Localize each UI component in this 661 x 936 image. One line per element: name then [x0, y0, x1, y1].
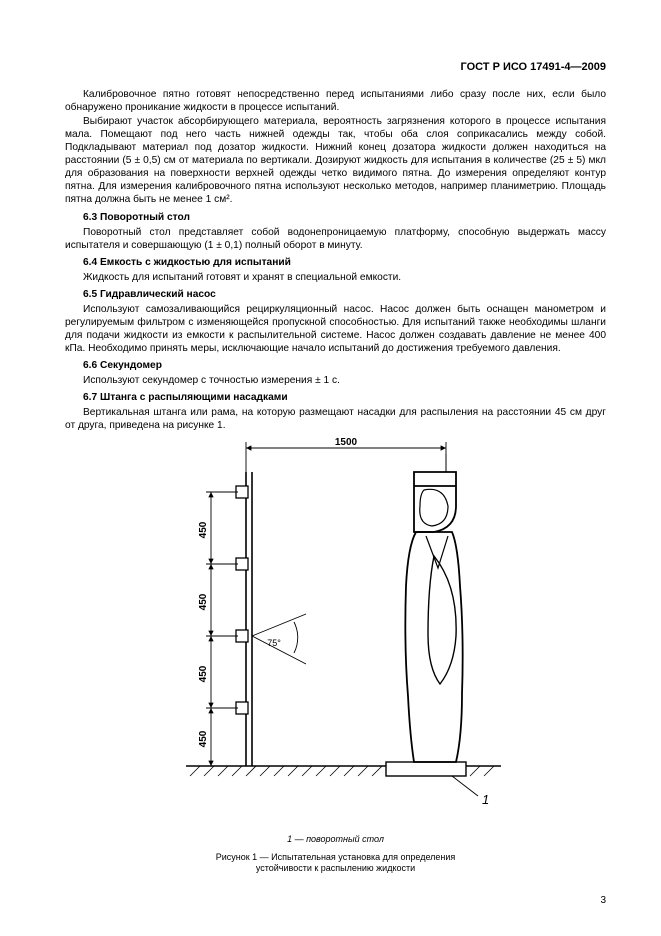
paragraph: Выбирают участок абсорбирующего материал…	[65, 115, 606, 206]
dim-450: 450	[198, 593, 209, 610]
document-page: ГОСТ Р ИСО 17491-4—2009 Калибровочное пя…	[0, 0, 661, 936]
paragraph: Используют самозаливающийся рециркуляцио…	[65, 303, 606, 355]
section-heading-6-5: 6.5 Гидравлический насос	[65, 288, 606, 301]
figure-caption-line2: устойчивости к распылению жидкости	[256, 863, 415, 873]
figure-caption: Рисунок 1 — Испытательная установка для …	[65, 852, 606, 875]
section-heading-6-6: 6.6 Секундомер	[65, 359, 606, 372]
page-number: 3	[600, 895, 606, 908]
figure-caption-line1: Рисунок 1 — Испытательная установка для …	[216, 852, 456, 862]
paragraph: Вертикальная штанга или рама, на которую…	[65, 406, 606, 432]
paragraph: Жидкость для испытаний готовят и хранят …	[65, 271, 606, 284]
section-heading-6-4: 6.4 Емкость с жидкостью для испытаний	[65, 256, 606, 269]
figure-1: 1500 75°	[65, 436, 606, 875]
section-heading-6-3: 6.3 Поворотный стол	[65, 211, 606, 224]
dim-450: 450	[198, 730, 209, 747]
section-heading-6-7: 6.7 Штанга с распыляющими насадками	[65, 391, 606, 404]
dim-450: 450	[198, 521, 209, 538]
paragraph: Калибровочное пятно готовят непосредстве…	[65, 88, 606, 114]
figure-legend: 1 — поворотный стол	[65, 834, 606, 846]
dim-angle: 75°	[267, 638, 281, 648]
document-code: ГОСТ Р ИСО 17491-4—2009	[65, 60, 606, 74]
paragraph: Используют секундомер с точностью измере…	[65, 374, 606, 387]
paragraph: Поворотный стол представляет собой водон…	[65, 226, 606, 252]
callout-1: 1	[482, 792, 489, 807]
dim-1500: 1500	[334, 437, 357, 448]
dim-450: 450	[198, 665, 209, 682]
figure-1-svg: 1500 75°	[156, 436, 516, 826]
